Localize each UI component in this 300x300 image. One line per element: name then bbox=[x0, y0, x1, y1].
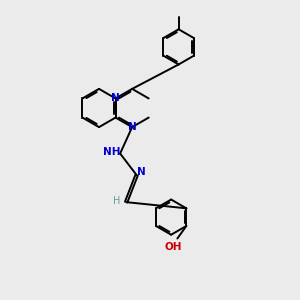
Text: N: N bbox=[137, 167, 146, 177]
Text: OH: OH bbox=[164, 242, 182, 252]
Text: H: H bbox=[113, 196, 121, 206]
Text: N: N bbox=[128, 122, 136, 132]
Text: N: N bbox=[111, 93, 120, 103]
Text: NH: NH bbox=[103, 147, 121, 157]
